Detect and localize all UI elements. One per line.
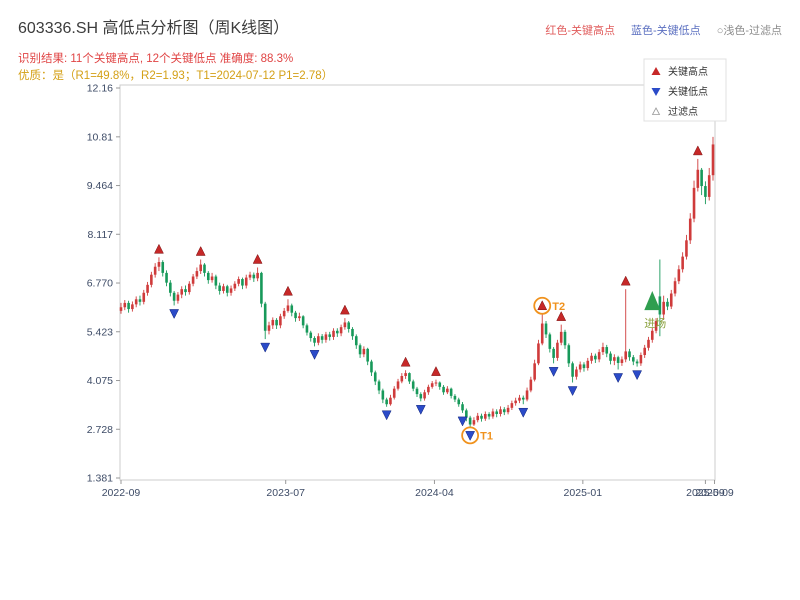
recognition-result-text: 识别结果: 11个关键高点, 12个关键低点 准确度: 88.3% [18, 53, 294, 65]
svg-text:8.117: 8.117 [88, 229, 114, 241]
svg-text:2024-04: 2024-04 [415, 487, 454, 499]
svg-text:2025-09: 2025-09 [695, 487, 734, 499]
svg-text:1.381: 1.381 [87, 473, 113, 485]
svg-text:12.16: 12.16 [87, 83, 113, 95]
svg-text:过滤点: 过滤点 [668, 105, 698, 118]
x-axis: 2022-09 2023-07 2024-04 2025-01 2025-092025-… [102, 480, 734, 499]
svg-text:5.423: 5.423 [87, 326, 113, 338]
svg-text:2023-07: 2023-07 [266, 487, 305, 499]
quality-result-text: 优质：是（R1=49.8%，R2=1.93；T1=2024-07-12 P1=2… [18, 70, 334, 82]
svg-text:2.728: 2.728 [87, 424, 113, 436]
legend-key-high-label: 红色-关键高点 [545, 25, 616, 37]
svg-text:T2: T2 [552, 301, 565, 313]
color-legend: 红色-关键高点 蓝色-关键低点 ○浅色-过滤点 [545, 22, 782, 38]
svg-text:2025-09: 2025-09 [686, 487, 725, 499]
candles [119, 136, 715, 428]
page-title: 603336.SH 高低点分析图（周K线图） [18, 20, 290, 37]
key-low-markers [169, 309, 643, 441]
svg-text:T1: T1 [480, 430, 493, 442]
svg-text:6.770: 6.770 [87, 278, 113, 290]
key-high-markers [154, 145, 703, 376]
annotations: T1 T2 进场 [461, 290, 666, 445]
svg-text:进场: 进场 [644, 316, 666, 330]
svg-text:4.075: 4.075 [87, 375, 113, 387]
svg-text:关键低点: 关键低点 [668, 85, 708, 98]
y-axis: 12.16 10.81 9.464 8.117 6.770 5.423 4.075 2.728… [87, 83, 120, 485]
svg-text:关键高点: 关键高点 [668, 65, 708, 78]
legend-filtered-label: ○浅色-过滤点 [716, 25, 782, 37]
legend-key-low-label: 蓝色-关键低点 [631, 25, 701, 37]
svg-text:9.464: 9.464 [87, 180, 113, 192]
svg-text:2022-09: 2022-09 [102, 487, 141, 499]
svg-text:2025-01: 2025-01 [564, 487, 603, 499]
svg-text:10.81: 10.81 [87, 131, 113, 143]
plot-border [119, 84, 716, 481]
